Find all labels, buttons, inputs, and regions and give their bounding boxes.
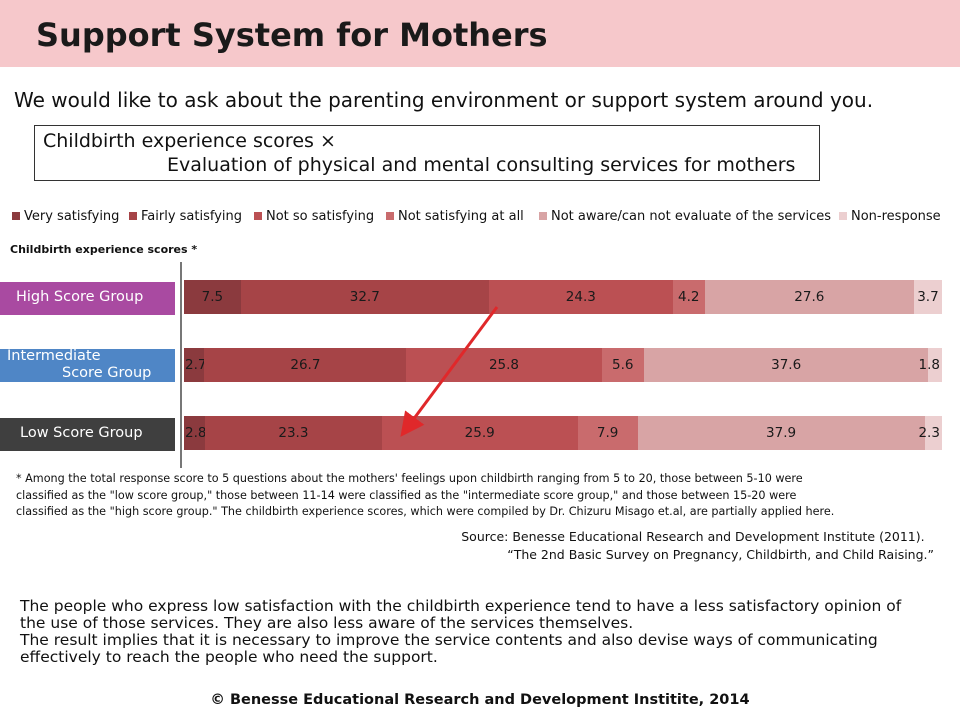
data-label: 2.7 (185, 357, 207, 373)
title-bar: Support System for Mothers (0, 0, 960, 67)
bar-segment: 37.6 (643, 348, 929, 382)
legend-swatch (254, 211, 262, 220)
data-label: 5.6 (611, 357, 634, 373)
bar-segment: 25.8 (406, 348, 602, 382)
chart-subtitle-box: Childbirth experience scores × Evaluatio… (34, 125, 820, 181)
footnote: * Among the total response score to 5 qu… (16, 471, 834, 521)
legend-label: Not so satisfying (266, 209, 375, 224)
legend-swatch (12, 211, 20, 220)
bar-segment: 2.8 (184, 416, 207, 450)
bar-row: 2.8 23.3 25.9 7.9 37.9 2.3 (184, 416, 942, 450)
group-label-text: Score Group (62, 365, 152, 381)
data-label: 23.3 (278, 425, 309, 441)
data-label: 32.7 (349, 289, 380, 305)
conclusion-line: the use of those services. They are also… (20, 614, 634, 632)
legend-item: Not satisfying at all (386, 209, 524, 224)
data-label: 27.6 (794, 289, 825, 305)
bar-segment: 26.7 (204, 348, 407, 382)
data-label: 7.5 (201, 289, 224, 305)
bar-segment: 2.3 (918, 416, 942, 450)
bar-segment: 37.9 (637, 416, 925, 450)
legend-label: Fairly satisfying (141, 209, 243, 224)
axis-line (180, 262, 182, 468)
legend-swatch (839, 211, 847, 220)
bar-segment: 23.3 (205, 416, 382, 450)
page-title: Support System for Mothers (36, 16, 548, 54)
survey-question: We would like to ask about the parenting… (14, 88, 874, 112)
source-citation: Source: Benesse Educational Research and… (461, 528, 934, 564)
copyright: © Benesse Educational Research and Devel… (210, 692, 750, 708)
conclusion-line: effectively to reach the people who need… (20, 648, 438, 666)
conclusion-line: The people who express low satisfaction … (20, 597, 902, 615)
legend-swatch (129, 211, 137, 220)
legend-item: Non-response (839, 209, 941, 224)
data-label: 25.8 (488, 357, 519, 373)
data-label: 2.3 (918, 425, 940, 441)
bar-segment: 32.7 (240, 280, 489, 314)
data-label: 4.2 (678, 289, 700, 305)
legend-swatch (539, 211, 547, 220)
chart-subtitle-line2: Evaluation of physical and mental consul… (167, 154, 796, 176)
group-label-text: Low Score Group (20, 425, 143, 441)
bar-segment: 3.7 (913, 280, 942, 314)
group-label: Low Score Group (0, 418, 175, 451)
group-label: Intermediate Score Group (0, 348, 175, 382)
bar-segment: 7.5 (184, 280, 241, 314)
legend-item: Fairly satisfying (129, 209, 242, 224)
bar-segment: 27.6 (704, 280, 914, 314)
group-label: High Score Group (0, 282, 175, 315)
bar-row: 2.7 26.7 25.8 5.6 37.6 1.8 (184, 348, 942, 382)
footnote-line: classified as the "high score group." Th… (16, 505, 835, 518)
bar-row: 7.5 32.7 24.3 4.2 27.6 3.7 (184, 280, 942, 314)
footnote-line: classified as the "low score group," tho… (16, 488, 797, 502)
legend-item: Not so satisfying (254, 209, 374, 224)
conclusion-text: The people who express low satisfaction … (20, 598, 950, 666)
axis-caption: Childbirth experience scores * (10, 243, 198, 256)
bar-segment: 4.2 (672, 280, 705, 314)
bar-segment: 2.7 (184, 348, 207, 382)
data-label: 2.8 (185, 425, 207, 441)
bar-segment: 24.3 (488, 280, 673, 314)
data-label: 37.9 (766, 425, 797, 441)
source-line: “The 2nd Basic Survey on Pregnancy, Chil… (507, 547, 934, 562)
conclusion-line: The result implies that it is necessary … (20, 631, 878, 649)
data-label: 7.9 (596, 425, 619, 441)
legend-label: Not satisfying at all (398, 209, 524, 224)
chart-subtitle-line1: Childbirth experience scores × (43, 130, 336, 152)
bar-segment: 5.6 (601, 348, 644, 382)
legend-item: Not aware/can not evaluate of the servic… (539, 209, 831, 224)
data-label: 24.3 (565, 289, 596, 305)
bar-segment: 7.9 (577, 416, 638, 450)
group-label-text: Intermediate (7, 348, 101, 364)
legend-label: Non-response (851, 209, 941, 224)
data-label: 1.8 (918, 357, 940, 373)
bar-segment: 1.8 (918, 348, 942, 382)
footnote-line: * Among the total response score to 5 qu… (16, 472, 803, 485)
data-label: 37.6 (771, 357, 802, 373)
data-label: 25.9 (464, 425, 495, 441)
data-label: 3.7 (917, 289, 939, 305)
chart-legend: Very satisfying Fairly satisfying Not so s… (12, 209, 960, 229)
legend-label: Not aware/can not evaluate of the servic… (551, 209, 831, 224)
legend-swatch (386, 211, 394, 220)
source-line: Source: Benesse Educational Research and… (461, 529, 925, 544)
group-label-text: High Score Group (16, 289, 144, 305)
data-label: 26.7 (290, 357, 321, 373)
legend-item: Very satisfying (12, 209, 119, 224)
legend-label: Very satisfying (24, 209, 120, 224)
